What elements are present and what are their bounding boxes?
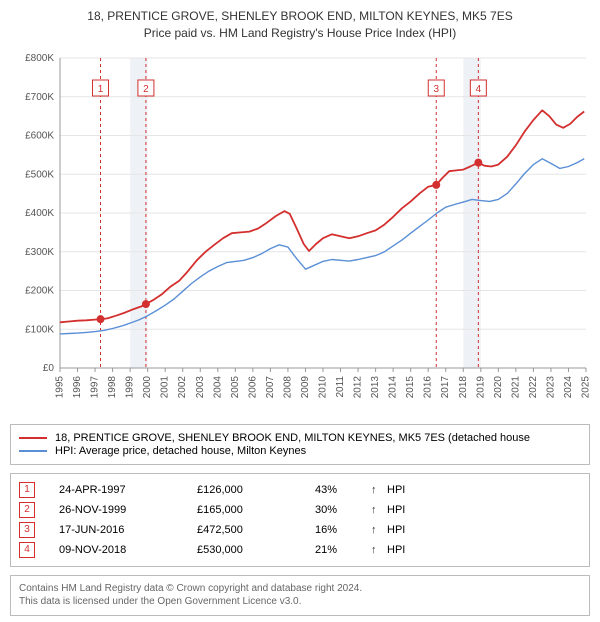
x-tick-label: 2009 bbox=[300, 375, 311, 398]
x-tick-label: 2010 bbox=[318, 375, 329, 398]
x-tick-label: 1997 bbox=[90, 375, 101, 398]
x-tick-label: 2025 bbox=[581, 375, 591, 398]
sale-pct: 16% bbox=[315, 524, 371, 536]
x-tick-label: 2024 bbox=[563, 375, 574, 398]
x-tick-label: 2022 bbox=[528, 375, 539, 398]
x-tick-label: 1996 bbox=[72, 375, 83, 398]
footer-line1: Contains HM Land Registry data © Crown c… bbox=[19, 582, 581, 596]
arrow-up-icon: ↑ bbox=[371, 484, 387, 496]
sale-row: 1 24-APR-1997£126,00043%↑HPI bbox=[19, 480, 581, 500]
x-tick-label: 2012 bbox=[353, 375, 364, 398]
x-tick-label: 2023 bbox=[545, 375, 556, 398]
x-tick-label: 1999 bbox=[125, 375, 136, 398]
x-tick-label: 2004 bbox=[212, 375, 223, 398]
sale-price: £126,000 bbox=[197, 484, 315, 496]
sale-price: £530,000 bbox=[197, 544, 315, 556]
y-tick-label: £100K bbox=[25, 324, 54, 335]
y-tick-label: £0 bbox=[43, 363, 55, 374]
sale-date: 26-NOV-1999 bbox=[59, 504, 197, 516]
sale-pct: 43% bbox=[315, 484, 371, 496]
x-tick-label: 2016 bbox=[423, 375, 434, 398]
x-tick-label: 2002 bbox=[177, 375, 188, 398]
sale-date: 17-JUN-2016 bbox=[59, 524, 197, 536]
footer-line2: This data is licensed under the Open Gov… bbox=[19, 595, 581, 609]
x-tick-label: 2017 bbox=[440, 375, 451, 398]
y-tick-label: £500K bbox=[25, 169, 54, 180]
legend-row: 18, PRENTICE GROVE, SHENLEY BROOK END, M… bbox=[19, 432, 581, 444]
chart-marker-label: 2 bbox=[143, 84, 149, 95]
sale-number-badge: 1 bbox=[19, 482, 35, 498]
sale-number-badge: 2 bbox=[19, 502, 35, 518]
sale-hpi-label: HPI bbox=[387, 544, 581, 556]
x-tick-label: 1995 bbox=[55, 375, 66, 398]
x-tick-label: 2020 bbox=[493, 375, 504, 398]
title-line1: 18, PRENTICE GROVE, SHENLEY BROOK END, M… bbox=[10, 8, 590, 25]
x-tick-label: 2001 bbox=[160, 375, 171, 398]
x-tick-label: 2014 bbox=[388, 375, 399, 398]
sale-price: £165,000 bbox=[197, 504, 315, 516]
x-tick-label: 1998 bbox=[107, 375, 118, 398]
sale-row: 2 26-NOV-1999£165,00030%↑HPI bbox=[19, 500, 581, 520]
x-tick-label: 2008 bbox=[282, 375, 293, 398]
arrow-up-icon: ↑ bbox=[371, 524, 387, 536]
legend-label: 18, PRENTICE GROVE, SHENLEY BROOK END, M… bbox=[55, 432, 530, 444]
y-tick-label: £700K bbox=[25, 91, 54, 102]
title-line2: Price paid vs. HM Land Registry's House … bbox=[10, 25, 590, 42]
arrow-up-icon: ↑ bbox=[371, 504, 387, 516]
sale-row: 4 09-NOV-2018£530,00021%↑HPI bbox=[19, 540, 581, 560]
sale-pct: 21% bbox=[315, 544, 371, 556]
sale-number-badge: 3 bbox=[19, 522, 35, 538]
legend-row: HPI: Average price, detached house, Milt… bbox=[19, 445, 581, 457]
sale-pct: 30% bbox=[315, 504, 371, 516]
price-chart: £0 £100K £200K £300K £400K £500K £600K £700K £80… bbox=[10, 48, 590, 418]
legend-swatch bbox=[19, 450, 47, 452]
arrow-up-icon: ↑ bbox=[371, 544, 387, 556]
x-tick-label: 2018 bbox=[458, 375, 469, 398]
sale-number-badge: 4 bbox=[19, 542, 35, 558]
sale-date: 09-NOV-2018 bbox=[59, 544, 197, 556]
y-tick-label: £200K bbox=[25, 285, 54, 296]
sale-hpi-label: HPI bbox=[387, 484, 581, 496]
x-tick-label: 2013 bbox=[370, 375, 381, 398]
legend-label: HPI: Average price, detached house, Milt… bbox=[55, 445, 306, 457]
sale-date: 24-APR-1997 bbox=[59, 484, 197, 496]
x-tick-label: 2003 bbox=[195, 375, 206, 398]
chart-marker-label: 3 bbox=[433, 84, 439, 95]
chart-marker-label: 4 bbox=[476, 84, 482, 95]
x-tick-label: 2015 bbox=[405, 375, 416, 398]
y-tick-label: £800K bbox=[25, 53, 54, 64]
x-tick-label: 2011 bbox=[335, 375, 346, 397]
sales-table: 124-APR-1997£126,00043%↑HPI226-NOV-1999£… bbox=[10, 473, 590, 567]
y-tick-label: £300K bbox=[25, 246, 54, 257]
footer-attribution: Contains HM Land Registry data © Crown c… bbox=[10, 575, 590, 616]
sale-price: £472,500 bbox=[197, 524, 315, 536]
x-tick-label: 2021 bbox=[510, 375, 521, 398]
x-tick-label: 2000 bbox=[142, 375, 153, 398]
y-tick-label: £400K bbox=[25, 208, 54, 219]
chart-title: 18, PRENTICE GROVE, SHENLEY BROOK END, M… bbox=[10, 8, 590, 42]
x-tick-label: 2005 bbox=[230, 375, 241, 398]
x-tick-label: 2007 bbox=[265, 375, 276, 398]
legend-swatch bbox=[19, 437, 47, 439]
chart-marker-label: 1 bbox=[98, 84, 104, 95]
x-tick-label: 2019 bbox=[475, 375, 486, 398]
sale-hpi-label: HPI bbox=[387, 524, 581, 536]
sale-hpi-label: HPI bbox=[387, 504, 581, 516]
y-tick-label: £600K bbox=[25, 130, 54, 141]
sale-row: 3 17-JUN-2016£472,50016%↑HPI bbox=[19, 520, 581, 540]
legend: 18, PRENTICE GROVE, SHENLEY BROOK END, M… bbox=[10, 424, 590, 465]
x-tick-label: 2006 bbox=[247, 375, 258, 398]
